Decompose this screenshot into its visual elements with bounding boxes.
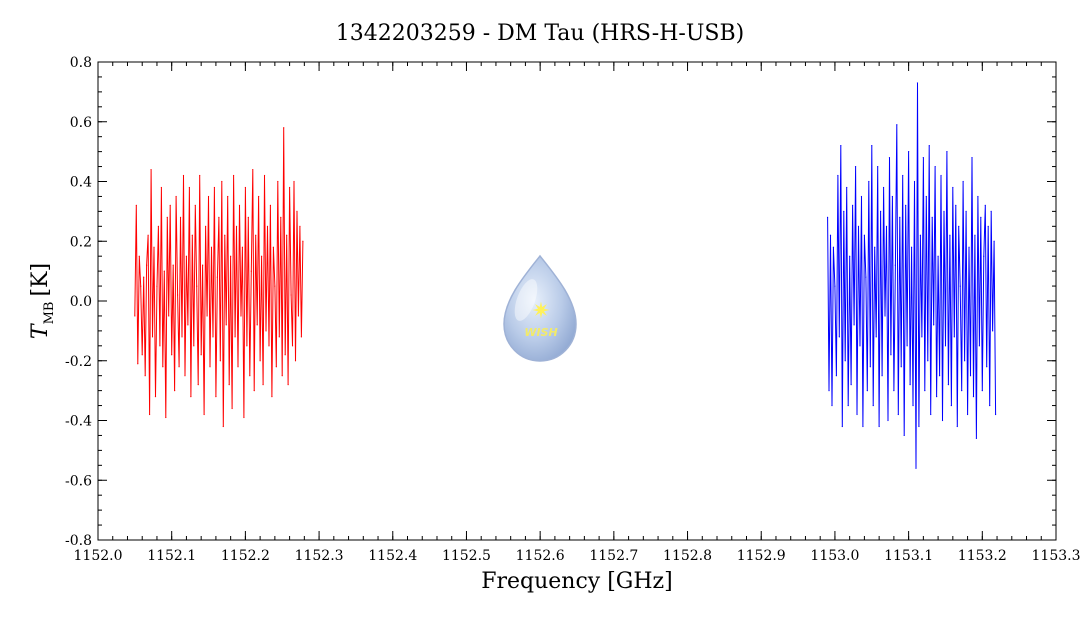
x-tick-label: 1152.4 xyxy=(368,548,417,564)
y-tick-label: 0.2 xyxy=(70,234,92,250)
series-line xyxy=(134,127,304,427)
x-tick-label: 1153.2 xyxy=(958,548,1007,564)
y-axis-label-main: T xyxy=(28,322,53,339)
y-tick-label: -0.8 xyxy=(65,533,92,549)
series-line xyxy=(827,82,997,469)
x-tick-label: 1152.1 xyxy=(147,548,196,564)
x-tick-label: 1152.6 xyxy=(516,548,565,564)
series-2 xyxy=(826,82,997,469)
y-tick-label: 0.0 xyxy=(70,294,92,310)
y-axis-label: TMB [K] xyxy=(28,263,57,339)
y-tick-label: -0.6 xyxy=(65,473,92,489)
x-axis-label: Frequency [GHz] xyxy=(481,569,673,594)
x-tick-label: 1152.9 xyxy=(737,548,786,564)
x-tick-label: 1152.2 xyxy=(221,548,270,564)
x-tick-label: 1152.5 xyxy=(442,548,491,564)
y-tick-label: 0.6 xyxy=(70,115,92,131)
y-axis-label-sub: MB xyxy=(42,302,57,325)
x-tick-label: 1152.3 xyxy=(295,548,344,564)
x-tick-label: 1153.3 xyxy=(1032,548,1080,564)
star-icon: ✷ xyxy=(532,299,550,324)
plot-frame xyxy=(97,61,1057,541)
chart-title: 1342203259 - DM Tau (HRS-H-USB) xyxy=(336,21,744,46)
logo-text: WISH xyxy=(524,326,557,339)
y-axis-label-unit: [K] xyxy=(28,263,53,297)
axis-ticks: 1152.0 1152.1 1152.2 1152.3 1152.4 1152.5 1152… xyxy=(65,55,1080,564)
x-tick-label: 1153.1 xyxy=(884,548,933,564)
wish-logo: ✷ WISH xyxy=(503,254,577,362)
x-tick-label: 1152.0 xyxy=(74,548,123,564)
series-layer xyxy=(134,82,997,469)
x-tick-label: 1152.8 xyxy=(663,548,712,564)
x-tick-label: 1153.0 xyxy=(810,548,859,564)
y-tick-label: -0.4 xyxy=(65,414,92,430)
water-drop-star-logo xyxy=(503,254,577,362)
y-tick-label: 0.4 xyxy=(70,175,92,191)
x-tick-label: 1152.7 xyxy=(589,548,638,564)
y-tick-label: 0.8 xyxy=(70,55,92,71)
y-tick-label: -0.2 xyxy=(65,354,92,370)
series-1 xyxy=(134,127,304,428)
